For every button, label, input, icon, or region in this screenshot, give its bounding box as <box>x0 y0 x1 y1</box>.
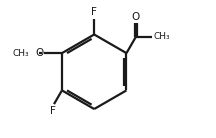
Text: CH₃: CH₃ <box>13 49 30 58</box>
Text: O: O <box>132 12 140 22</box>
Text: F: F <box>91 7 97 17</box>
Text: F: F <box>50 106 56 116</box>
Text: CH₃: CH₃ <box>153 32 170 42</box>
Text: O: O <box>35 48 43 58</box>
